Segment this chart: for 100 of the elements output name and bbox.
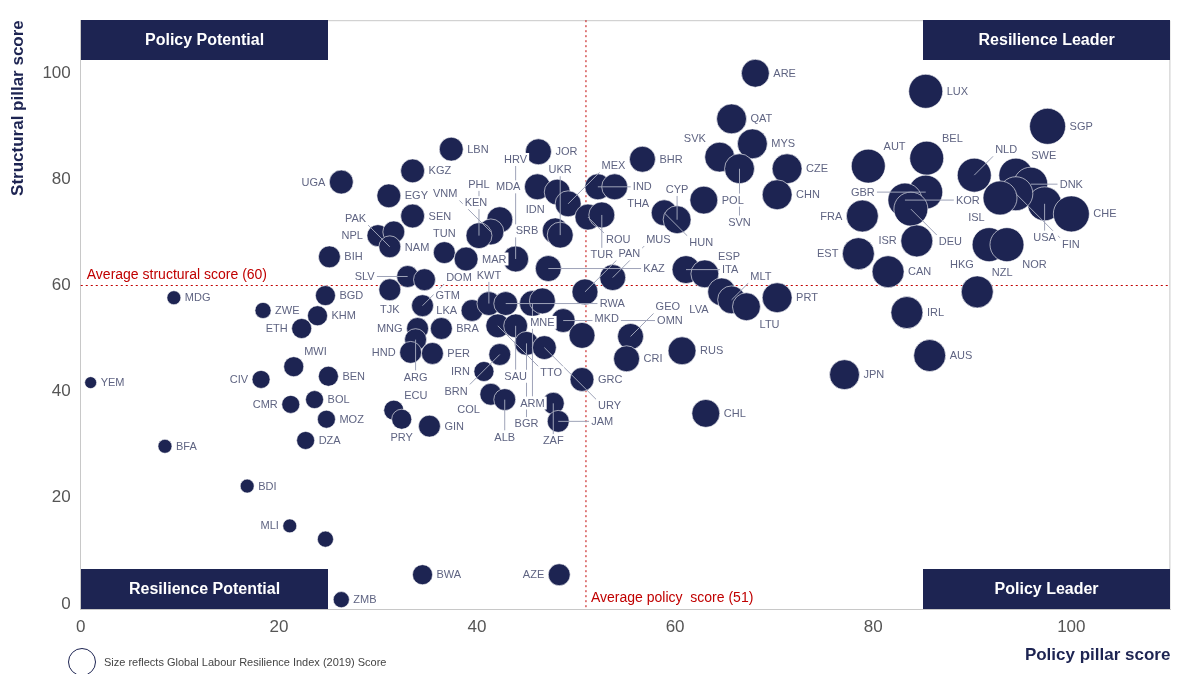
x-tick-label: 20	[269, 617, 289, 637]
annotation: MUS	[646, 233, 671, 246]
annotation: SLV	[354, 270, 376, 283]
label-box: Policy Leader	[922, 569, 1171, 610]
annotation: BWA	[436, 568, 462, 581]
annotation: MKD	[594, 311, 619, 324]
annotation: CIV	[229, 372, 249, 385]
annotation: IRN	[450, 365, 470, 378]
annotation: GEO	[655, 300, 681, 313]
annotation: MLI	[260, 519, 279, 532]
annotation: MDA	[496, 180, 522, 193]
annotation: ESP	[717, 249, 740, 262]
y-axis-title: Structural pillar score	[7, 20, 27, 196]
annotation: BGD	[339, 289, 364, 302]
annotation: GBR	[850, 185, 875, 198]
annotation: MAR	[482, 252, 507, 265]
annotation: IDN	[525, 202, 545, 215]
annotation: SEN	[428, 209, 452, 222]
annotation: JAM	[591, 414, 614, 427]
y-tick-label: 40	[51, 381, 71, 401]
annotation: HKG	[950, 257, 974, 270]
annotation: THA	[627, 197, 650, 210]
annotation: JPN	[863, 368, 885, 381]
annotation: MLT	[750, 270, 772, 283]
annotation: TUN	[433, 226, 456, 239]
annotation: TTO	[540, 366, 563, 379]
annotation: MEX	[601, 159, 627, 172]
annotation: CHN	[796, 188, 820, 201]
annotation: DZA	[318, 433, 342, 446]
annotation: ZAF	[542, 434, 564, 447]
annotation: KOR	[955, 193, 980, 206]
annotation: SAU	[504, 369, 527, 382]
x-tick-label: 0	[76, 617, 86, 637]
annotation: BHR	[659, 152, 683, 165]
annotation: ISR	[878, 234, 897, 247]
annotation: KWT	[476, 268, 502, 281]
y-tick-label: 0	[61, 593, 71, 613]
annotation: ISL	[968, 211, 985, 224]
annotation: YEM	[100, 376, 125, 389]
annotation: ALB	[494, 430, 516, 443]
annotation: SWE	[1031, 148, 1057, 161]
x-tick-label: 40	[467, 617, 487, 637]
annotation: MDG	[184, 291, 211, 304]
annotation: BRN	[444, 384, 468, 397]
annotation: LUX	[946, 84, 969, 97]
annotation: HRV	[504, 153, 528, 166]
annotation: MNE	[530, 315, 555, 328]
annotation: ECU	[404, 388, 428, 401]
annotation: POL	[721, 193, 744, 206]
annotation: AUS	[949, 349, 973, 362]
annotation: PAN	[618, 247, 641, 260]
annotation: DOM	[446, 271, 472, 284]
annotation: MOZ	[339, 412, 365, 425]
annotation: PRT	[796, 291, 819, 304]
y-tick-label: 80	[51, 169, 71, 189]
annotation: ARE	[773, 66, 796, 79]
annotation: IND	[632, 180, 652, 193]
annotation: FIN	[1061, 237, 1080, 250]
annotation: UKR	[548, 163, 572, 176]
x-tick-label: 60	[665, 617, 685, 637]
annotation: MNG	[376, 322, 403, 335]
annotation: LBN	[467, 142, 489, 155]
annotation: ZMB	[353, 593, 377, 606]
annotation: LVA	[689, 303, 710, 316]
label-box: Resilience Leader	[922, 20, 1171, 61]
annotation: FRA	[820, 209, 843, 222]
annotation: KAZ	[643, 262, 665, 275]
annotation: LTU	[759, 317, 780, 330]
annotation: NLD	[995, 143, 1018, 156]
annotation: PAK	[344, 212, 367, 225]
annotation: GTM	[435, 288, 461, 301]
annotation: GIN	[444, 419, 465, 432]
annotation: BGR	[514, 417, 539, 430]
annotation: CAN	[908, 265, 932, 278]
annotation: ARM	[520, 396, 545, 409]
annotation: JOR	[555, 145, 578, 158]
y-tick-label: 20	[51, 487, 71, 507]
annotation: MYS	[771, 137, 796, 150]
annotation: BEN	[342, 369, 366, 382]
annotation: NPL	[341, 229, 363, 242]
annotation: CMR	[252, 397, 278, 410]
annotation: KGZ	[428, 164, 452, 177]
annotation: NAM	[404, 241, 430, 254]
annotation: BRA	[456, 322, 480, 335]
text: Size reflects Global Labour Resilience Index (2019) Score	[104, 656, 387, 668]
y-tick-label: 60	[51, 275, 71, 295]
annotation: ARG	[403, 370, 428, 383]
annotation: SRB	[515, 224, 539, 237]
x-tick-label: 100	[1057, 617, 1086, 637]
annotation: HND	[371, 345, 396, 358]
annotation: AZE	[522, 568, 545, 581]
annotation: URY	[598, 399, 622, 412]
annotation: LKA	[436, 303, 458, 316]
annotation: VNM	[432, 187, 458, 200]
annotation: ETH	[265, 322, 288, 335]
annotation: ITA	[721, 263, 739, 276]
ref-line-label: Average policy score (51)	[590, 589, 754, 606]
label-box: Resilience Potential	[80, 569, 329, 610]
annotation: CZE	[806, 162, 828, 175]
annotation: DNK	[1059, 177, 1084, 190]
